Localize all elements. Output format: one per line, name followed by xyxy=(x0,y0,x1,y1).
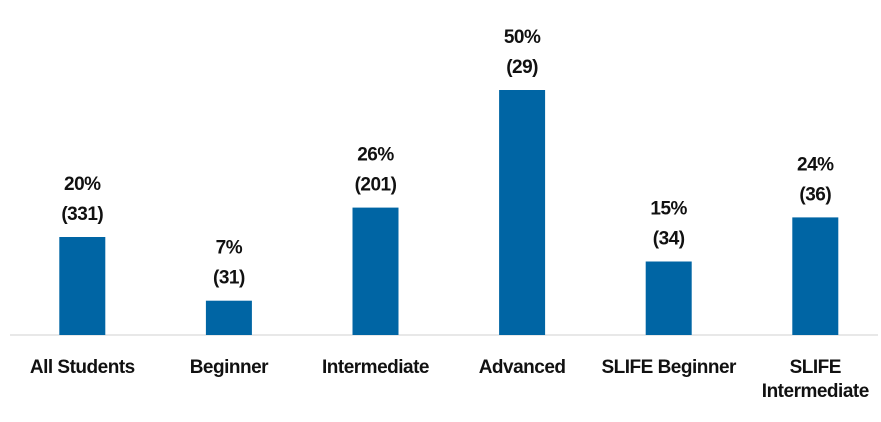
count-label: (331) xyxy=(61,204,103,225)
bar xyxy=(645,261,692,335)
count-label: (36) xyxy=(799,184,831,205)
bar xyxy=(205,300,252,335)
count-label: (201) xyxy=(355,175,397,196)
value-label: 20% xyxy=(64,174,101,195)
bar xyxy=(499,90,546,335)
x-tick-label: Advanced xyxy=(478,357,566,378)
count-label: (34) xyxy=(653,229,685,250)
bar xyxy=(792,217,839,335)
bar xyxy=(59,237,106,335)
value-label: 26% xyxy=(357,145,394,166)
x-tick-label: Beginner xyxy=(189,357,269,378)
value-label: 7% xyxy=(216,238,243,259)
count-label: (31) xyxy=(213,268,245,289)
x-tick-label: Intermediate xyxy=(322,357,429,378)
value-label: 50% xyxy=(504,27,541,48)
x-tick-label: All Students xyxy=(29,357,135,378)
x-tick-label: SLIFE Beginner xyxy=(601,357,736,378)
x-tick-label: SLIFE Intermediate xyxy=(761,357,869,402)
value-label: 15% xyxy=(650,199,687,220)
bar xyxy=(352,207,399,335)
count-label: (29) xyxy=(506,57,538,78)
value-label: 24% xyxy=(797,154,834,175)
